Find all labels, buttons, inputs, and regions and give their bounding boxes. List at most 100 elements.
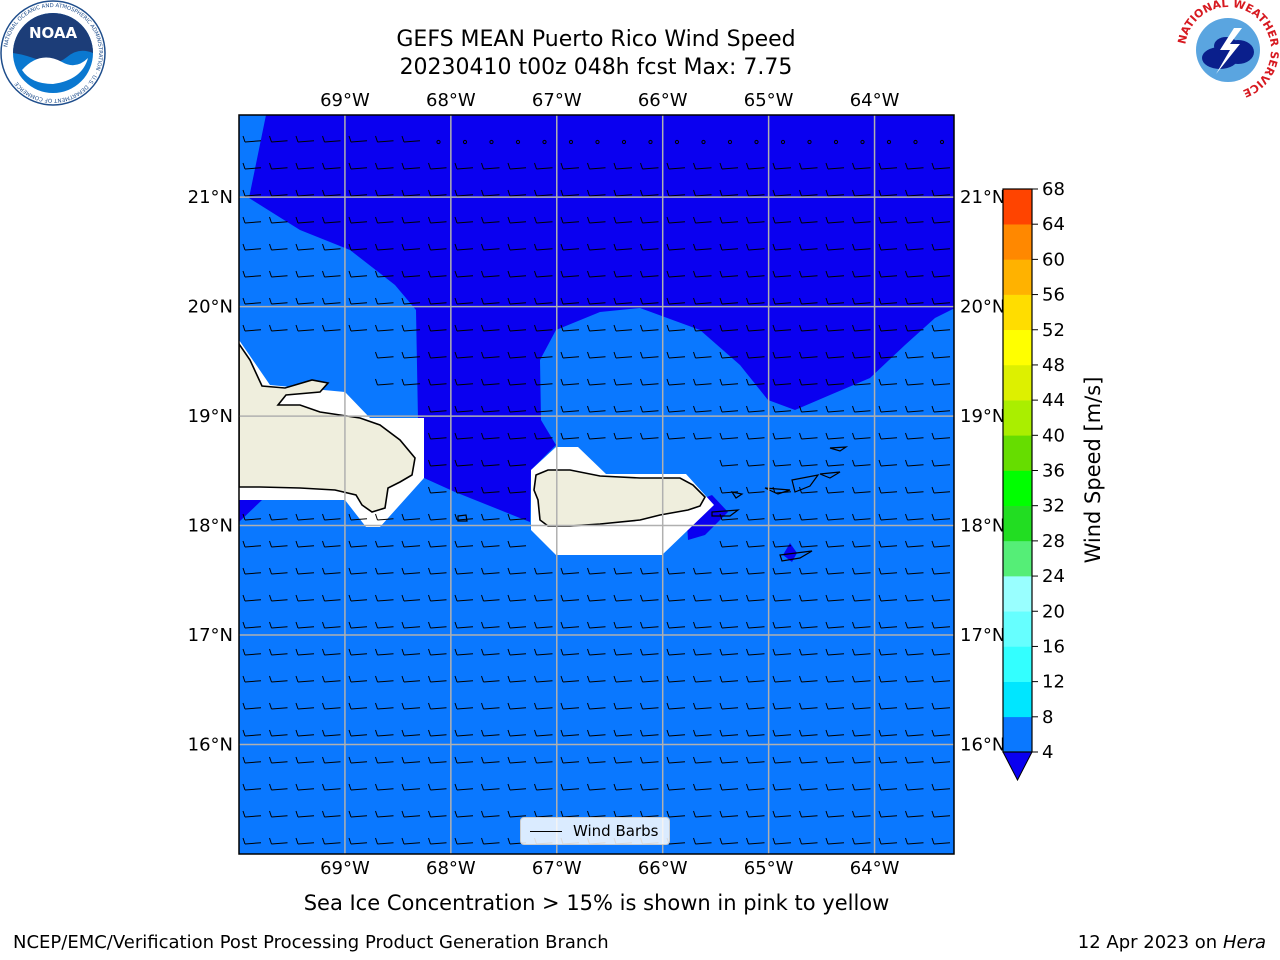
wind-barb (375, 297, 394, 305)
lon-tick-bottom: 69°W (320, 858, 370, 879)
wind-barb (322, 756, 341, 764)
wind-barb (322, 162, 341, 170)
wind-barb (481, 270, 500, 278)
wind-barb (799, 432, 818, 440)
wind-barb (746, 351, 765, 359)
wind-barb (507, 459, 527, 467)
wind-barb (587, 729, 606, 737)
wind-barb (931, 837, 951, 845)
wind-barb (905, 756, 924, 764)
wind-barb (693, 702, 712, 710)
wind-barb (481, 162, 500, 170)
wind-barb (534, 783, 553, 791)
colorbar-label: Wind Speed [m/s] (1081, 377, 1105, 564)
wind-barb (613, 567, 633, 575)
colorbar-band (1003, 540, 1032, 577)
wind-barb (375, 540, 394, 548)
wind-barb (613, 675, 633, 683)
wind-barb (560, 432, 580, 440)
wind-barb (401, 783, 421, 791)
wind-barb (852, 567, 871, 575)
wind-barb (560, 297, 580, 305)
wind-barb (905, 648, 924, 656)
wind-barb (825, 621, 845, 629)
wind-barb (348, 621, 368, 629)
wind-barb (587, 756, 606, 764)
wind-barb (401, 675, 421, 683)
wind-barb (269, 162, 288, 170)
colorbar-tick-label: 8 (1042, 707, 1053, 728)
colorbar-band (1003, 681, 1032, 718)
wind-barb (454, 216, 474, 224)
wind-barb (905, 540, 924, 548)
wind-barb (481, 216, 500, 224)
wind-barb (401, 648, 421, 656)
wind-barb (401, 162, 421, 170)
wind-barb (719, 783, 739, 791)
wind-barb (799, 486, 818, 494)
wind-barb (534, 297, 553, 305)
wind-barb (719, 351, 739, 359)
wind-barb (799, 675, 818, 683)
wind-barb (348, 270, 368, 278)
wind-barb (269, 729, 288, 737)
wind-barb (799, 810, 818, 818)
wind-barb (507, 648, 527, 656)
wind-barb (772, 486, 792, 494)
wind-barb (852, 540, 871, 548)
wind-barb (799, 513, 818, 521)
wind-barb (931, 486, 951, 494)
wind-barb (931, 459, 951, 467)
wind-barb (507, 351, 527, 359)
wind-barb (613, 621, 633, 629)
wind-barb (322, 216, 341, 224)
wind-barb (905, 675, 924, 683)
wind-barb (746, 513, 765, 521)
wind-barb (878, 729, 898, 737)
wind-barb (931, 432, 951, 440)
wind-barb (242, 135, 262, 143)
wind-barb (322, 783, 341, 791)
wind-barb (348, 810, 368, 818)
wind-barb (507, 513, 527, 521)
wind-barb (825, 567, 845, 575)
wind-barb (242, 702, 262, 710)
wind-barb (560, 702, 580, 710)
wind-barb (693, 378, 712, 386)
wind-barb (507, 297, 527, 305)
wind-barb (507, 675, 527, 683)
wind-barb (428, 702, 447, 710)
wind-barb (878, 216, 898, 224)
wind-barb (454, 162, 474, 170)
wind-barb (931, 594, 951, 602)
colorbar-tick-label: 24 (1042, 566, 1065, 587)
sea-ice-note: Sea Ice Concentration > 15% is shown in … (303, 891, 890, 915)
wind-barb (560, 405, 580, 413)
wind-barb (375, 594, 394, 602)
wind-barb (852, 324, 871, 332)
wind-barb (454, 702, 474, 710)
lon-tick-bottom: 66°W (638, 858, 688, 879)
wind-barb (613, 297, 633, 305)
wind-barb (375, 189, 394, 197)
wind-barb (534, 756, 553, 764)
wind-barb (295, 837, 315, 845)
wind-barb (666, 432, 686, 440)
wind-barb (295, 270, 315, 278)
wind-barb (322, 648, 341, 656)
wind-barb (401, 378, 421, 386)
wind-barb (799, 162, 818, 170)
wind-barb (428, 405, 447, 413)
wind-barb (693, 243, 712, 251)
wind-barb (295, 648, 315, 656)
wind-below-4-region-southwest (239, 500, 262, 522)
wind-barb (666, 216, 686, 224)
wind-barb (375, 621, 394, 629)
wind-barb (666, 783, 686, 791)
wind-barb (348, 135, 368, 143)
lon-tick-bottom: 68°W (426, 858, 476, 879)
wind-barb (322, 567, 341, 575)
wind-barb (587, 189, 606, 197)
wind-barb (507, 270, 527, 278)
